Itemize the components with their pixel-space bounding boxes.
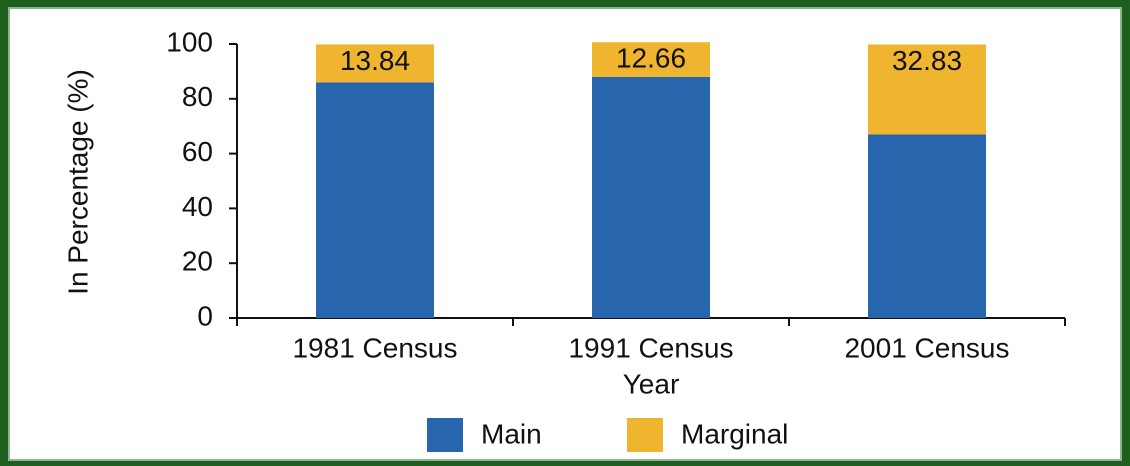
bar-segment (316, 82, 434, 318)
bar-segment (868, 44, 986, 135)
bar-segment (592, 42, 710, 77)
legend-swatch (427, 418, 463, 452)
y-tick-label: 80 (182, 81, 213, 112)
y-tick-label: 60 (182, 136, 213, 167)
y-tick-label: 100 (166, 26, 213, 57)
y-tick-label: 40 (182, 191, 213, 222)
legend-label: Marginal (681, 418, 788, 449)
x-tick-label: 1991 Census (568, 332, 733, 363)
value-label: 32.83 (892, 45, 962, 76)
value-label: 13.84 (340, 45, 410, 76)
legend-swatch (627, 418, 663, 452)
x-tick-label: 1981 Census (292, 332, 457, 363)
legend-label: Main (481, 418, 542, 449)
y-tick-label: 20 (182, 246, 213, 277)
bar-segment (868, 134, 986, 318)
bar-segment (316, 44, 434, 83)
bar-segment (592, 76, 710, 318)
value-label: 12.66 (616, 43, 686, 74)
y-tick-label: 0 (197, 300, 213, 331)
x-tick-label: 2001 Census (844, 332, 1009, 363)
x-axis-label: Year (623, 368, 680, 399)
y-axis-label: In Percentage (%) (62, 69, 93, 295)
